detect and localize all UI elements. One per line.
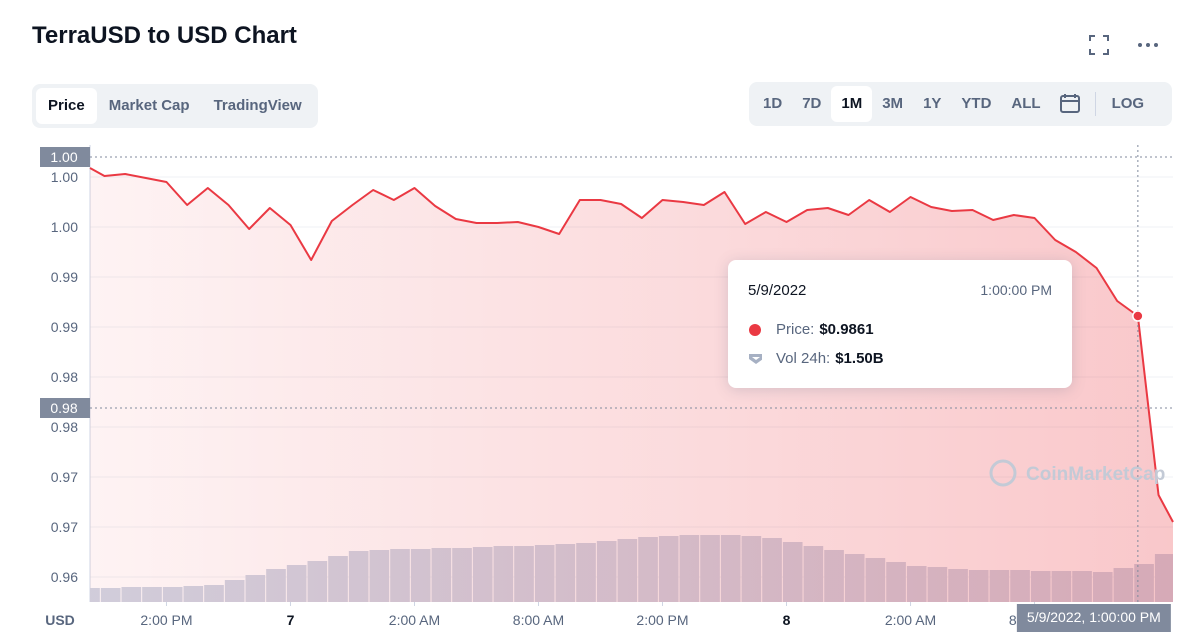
toggle-button[interactable]: Price — [36, 88, 97, 124]
range-group: 1D 7D 1M 3M 1Y YTD ALL LOG — [749, 82, 1172, 126]
tooltip-header: 5/9/2022 1:00:00 PM — [748, 282, 1052, 299]
reference-label-box — [40, 398, 90, 418]
toggle-button[interactable]: ALL — [1011, 95, 1041, 112]
chart-title: TerraUSD to USD Chart — [32, 22, 297, 49]
tooltip-label: Vol 24h: — [776, 350, 831, 367]
y-tick-label: 1.00 — [51, 169, 78, 185]
y-tick-label: 0.96 — [51, 569, 78, 585]
y-tick-label: 0.98 — [51, 419, 78, 435]
toggle-button[interactable]: 3M — [882, 95, 904, 112]
x-tick-label: 8 — [783, 612, 791, 628]
price-line — [89, 167, 1174, 523]
volume-icon — [749, 353, 762, 364]
toggle-button[interactable]: 1M — [831, 86, 873, 122]
tooltip-label: Price: — [776, 321, 815, 338]
tooltip: 5/9/2022 1:00:00 PM Price: $0.9861 Vol 2… — [728, 260, 1072, 388]
price-dot — [749, 323, 761, 336]
toggle-button[interactable]: 1Y — [923, 95, 942, 112]
tooltip-date: 5/9/2022 — [748, 282, 807, 299]
crosshair-point — [1132, 310, 1144, 322]
toggle-button[interactable]: LOG — [1111, 95, 1145, 112]
y-tick-label: 0.97 — [51, 519, 78, 535]
x-tick-label: 7 — [287, 612, 295, 628]
crosshair-label-box — [1016, 604, 1171, 632]
toggle-button[interactable]: YTD — [961, 95, 992, 112]
watermark-logo — [989, 459, 1017, 487]
y-tick-label: 0.99 — [51, 269, 78, 285]
separator — [1094, 92, 1096, 116]
reference-label-box — [40, 147, 90, 167]
y-tick-label: 0.99 — [51, 319, 78, 335]
tab-group: Price Market Cap TradingView — [32, 84, 318, 128]
tooltip-value: $1.50B — [835, 350, 884, 367]
toggle-button[interactable]: 1D — [763, 95, 783, 112]
reference-label: 0.98 — [50, 400, 77, 416]
tooltip-row: Price: $0.9861 — [748, 315, 1052, 344]
reference-label: 1.00 — [50, 149, 77, 165]
x-tick-label: 8:00 AM — [513, 612, 564, 628]
toggle-button[interactable]: Market Cap — [108, 97, 190, 114]
x-tick-label: 2:00 PM — [636, 612, 688, 628]
y-tick-label: 1.00 — [51, 219, 78, 235]
axis-unit: USD — [45, 612, 75, 628]
x-tick-label: 2:00 AM — [885, 612, 936, 628]
tooltip-time: 1:00:00 PM — [980, 282, 1052, 298]
x-tick-label: 2:00 AM — [389, 612, 440, 628]
toggle-button[interactable]: TradingView — [213, 97, 302, 114]
toggle-button[interactable]: 7D — [802, 95, 822, 112]
fullscreen-icon[interactable] — [1088, 34, 1110, 56]
crosshair-label: 5/9/2022, 1:00:00 PM — [1027, 609, 1161, 625]
y-tick-label: 0.98 — [51, 369, 78, 385]
x-tick-label: 2:00 PM — [140, 612, 192, 628]
more-icon[interactable] — [1137, 40, 1159, 50]
y-tick-label: 0.97 — [51, 469, 78, 485]
tooltip-row: Vol 24h: $1.50B — [748, 344, 1052, 373]
tooltip-value: $0.9861 — [819, 321, 874, 338]
watermark: CoinMarketCap — [1026, 464, 1165, 485]
calendar-icon[interactable] — [1051, 93, 1089, 115]
